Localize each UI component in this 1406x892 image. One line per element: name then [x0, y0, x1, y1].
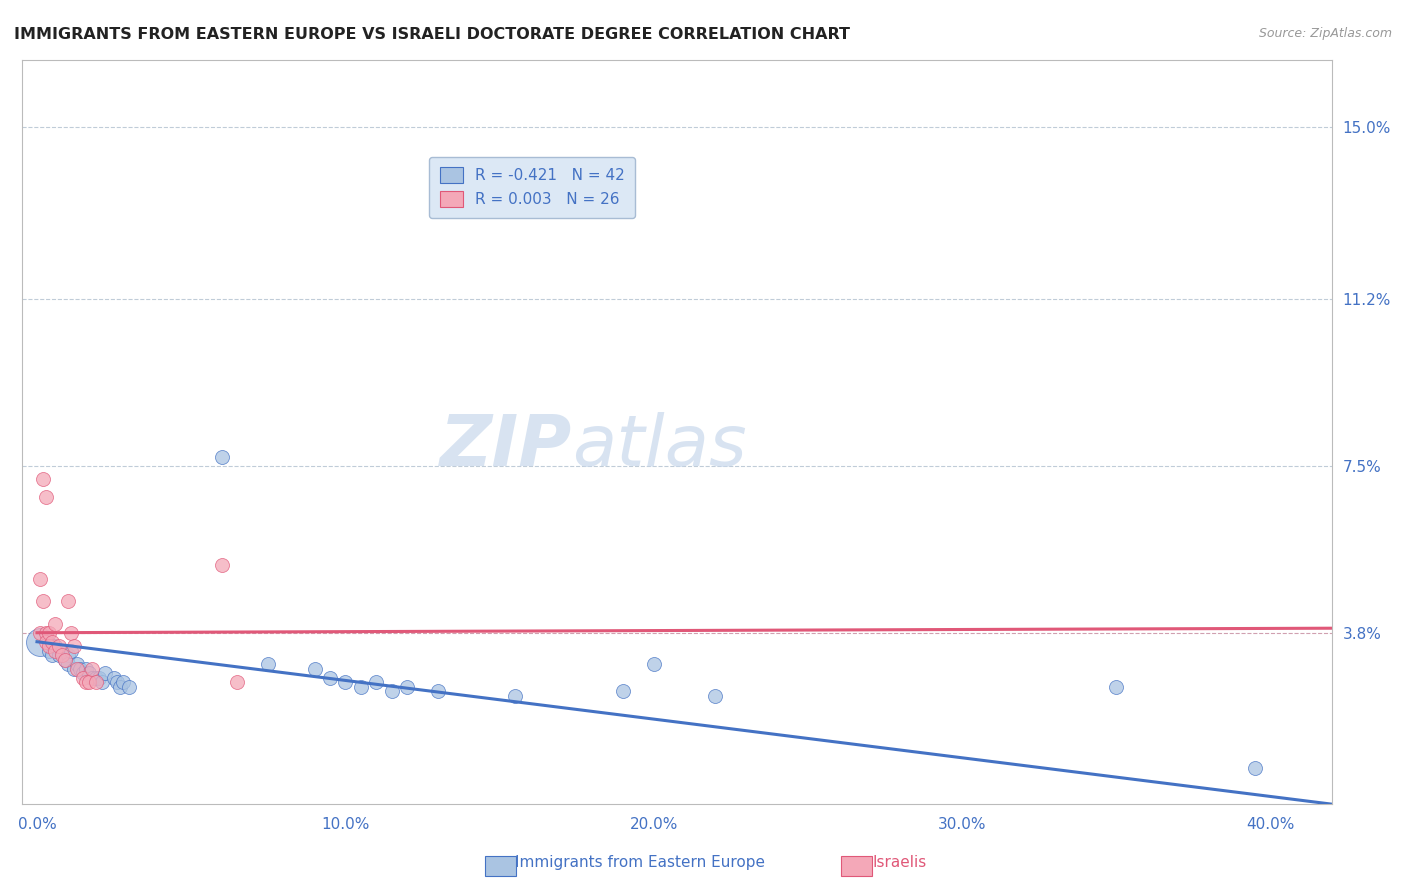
Legend: R = -0.421   N = 42, R = 0.003   N = 26: R = -0.421 N = 42, R = 0.003 N = 26 [429, 157, 636, 218]
Point [56, 594, 79, 608]
Point [84, 675, 107, 690]
Point [41, 648, 63, 663]
Point [350, 680, 373, 694]
Point [63, 662, 86, 676]
Point [94, 666, 117, 681]
Point [75, 675, 97, 690]
Text: Immigrants from Eastern Europe: Immigrants from Eastern Europe [515, 855, 765, 870]
Text: Israelis: Israelis [873, 855, 927, 870]
Text: ZIP: ZIP [440, 412, 572, 482]
Point [82, 662, 104, 676]
Point [79, 675, 101, 690]
Point [51, 648, 73, 663]
Point [59, 644, 82, 658]
Point [118, 680, 141, 694]
Point [211, 450, 233, 464]
Point [257, 657, 280, 672]
Point [44, 616, 66, 631]
Point [56, 648, 79, 663]
Point [381, 684, 404, 698]
Point [56, 657, 79, 672]
Point [90, 675, 112, 690]
Point [110, 680, 132, 694]
Point [704, 689, 727, 703]
Point [32, 594, 55, 608]
Point [112, 675, 135, 690]
Point [53, 653, 76, 667]
Point [38, 640, 60, 654]
Point [41, 634, 63, 648]
Point [28, 634, 51, 648]
Point [87, 671, 110, 685]
Point [69, 662, 91, 676]
Point [503, 689, 526, 703]
Text: Source: ZipAtlas.com: Source: ZipAtlas.com [1258, 27, 1392, 40]
Point [612, 684, 634, 698]
Point [59, 625, 82, 640]
Point [426, 684, 449, 698]
Point [35, 625, 58, 640]
Point [366, 675, 388, 690]
Point [44, 644, 66, 658]
Point [75, 662, 97, 676]
Point [48, 640, 70, 654]
Point [35, 491, 58, 505]
Point [84, 671, 107, 685]
Point [335, 675, 357, 690]
Point [38, 644, 60, 658]
Point [63, 640, 86, 654]
Point [1244, 761, 1267, 775]
Point [66, 662, 89, 676]
Point [304, 662, 326, 676]
Point [35, 634, 58, 648]
Point [79, 666, 101, 681]
Point [51, 644, 73, 658]
Point [105, 675, 128, 690]
Point [103, 671, 125, 685]
Point [1105, 680, 1128, 694]
Point [32, 472, 55, 486]
Point [44, 640, 66, 654]
Text: atlas: atlas [572, 412, 747, 482]
Point [28, 572, 51, 586]
Point [226, 675, 249, 690]
Point [53, 653, 76, 667]
Point [28, 625, 51, 640]
Point [82, 671, 104, 685]
Point [643, 657, 665, 672]
Point [72, 671, 94, 685]
Point [72, 666, 94, 681]
Point [48, 648, 70, 663]
Point [211, 558, 233, 572]
Point [396, 680, 419, 694]
Point [319, 671, 342, 685]
Text: IMMIGRANTS FROM EASTERN EUROPE VS ISRAELI DOCTORATE DEGREE CORRELATION CHART: IMMIGRANTS FROM EASTERN EUROPE VS ISRAEL… [14, 27, 851, 42]
Point [66, 657, 89, 672]
Point [38, 625, 60, 640]
